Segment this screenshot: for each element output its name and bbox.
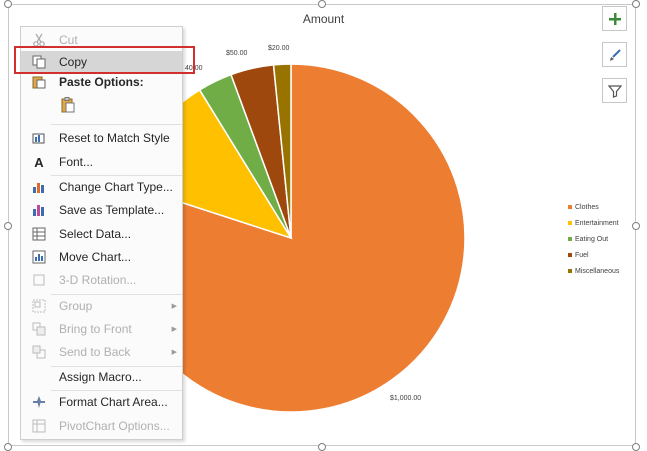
resize-handle-middle-right[interactable] [632,222,640,230]
menu-item-select-data[interactable]: Select Data... [21,223,182,245]
menu-item-move-chart[interactable]: Move Chart... [21,246,182,268]
format-chart-area-icon [32,395,46,409]
rotation-icon [32,273,46,287]
legend-label: Fuel [575,251,589,259]
legend-item-clothes: Clothes [568,199,619,215]
legend-swatch [568,253,572,257]
menu-item-group[interactable]: Group ▶ [21,295,182,317]
reset-style-icon [32,131,46,145]
menu-item-label: Group [59,299,93,313]
menu-item-label: Cut [59,33,78,47]
clipboard-icon [61,97,75,113]
menu-separator [51,175,182,176]
chart-title[interactable]: Amount [302,12,345,26]
legend-item-miscellaneous: Miscellaneous [568,263,619,279]
menu-item-send-to-back[interactable]: Send to Back ▶ [21,341,182,363]
menu-item-3d-rotation[interactable]: 3-D Rotation... [21,269,182,291]
legend-label: Clothes [575,203,599,211]
legend-label: Miscellaneous [575,267,620,275]
resize-handle-top-center[interactable] [318,0,326,8]
legend-swatch [568,269,572,273]
menu-item-copy[interactable]: Copy [21,51,182,73]
submenu-arrow-icon: ▶ [171,303,177,310]
menu-item-font[interactable]: A Font... [21,151,182,173]
save-template-icon [32,203,46,217]
bring-to-front-icon [32,322,46,336]
pivotchart-options-icon [32,419,46,433]
menu-item-label: Format Chart Area... [59,395,168,409]
legend-swatch [568,221,572,225]
resize-handle-top-right[interactable] [632,0,640,8]
menu-item-label: Font... [59,155,94,169]
resize-handle-middle-left[interactable] [4,222,12,230]
chart-filters-button[interactable] [602,78,627,103]
menu-item-paste-options: Paste Options: [21,73,182,91]
select-data-icon [32,227,46,241]
paste-icon [32,75,46,89]
menu-item-label: Copy [59,55,88,69]
resize-handle-top-left[interactable] [4,0,12,8]
scissors-icon [32,33,46,47]
menu-item-label: Paste Options: [59,75,144,89]
copy-highlight-outline [14,46,195,74]
copy-icon [32,55,46,69]
legend-swatch [568,205,572,209]
data-label-miscellaneous: $20.00 [268,45,290,52]
legend-label: Entertainment [575,219,619,227]
menu-item-label: Reset to Match Style [59,131,170,145]
legend-label: Eating Out [575,235,609,243]
plus-icon [608,12,621,25]
menu-separator [51,366,182,367]
legend-item-fuel: Fuel [568,247,619,263]
legend-swatch [568,237,572,241]
group-icon [32,299,46,313]
context-menu: Cut Copy Paste Options: Reset to Match S… [20,26,183,440]
font-icon: A [34,154,44,170]
paste-option-button[interactable] [55,93,81,119]
legend-item-entertainment: Entertainment [568,215,619,231]
menu-item-format-chart-area[interactable]: Format Chart Area... [21,391,182,413]
chart-styles-button[interactable] [602,42,627,67]
menu-item-change-chart-type[interactable]: Change Chart Type... [21,176,182,198]
menu-item-label: 3-D Rotation... [59,273,137,287]
brush-icon [609,48,621,61]
menu-item-label: Change Chart Type... [59,180,173,194]
menu-separator [51,124,182,125]
menu-item-label: Send to Back [59,345,131,359]
move-chart-icon [32,250,46,264]
pie-slice-miscellaneous[interactable] [272,63,292,239]
chart-type-icon [32,180,46,194]
chart-legend[interactable]: Clothes Entertainment Eating Out Fuel Mi… [568,199,619,279]
data-label-fuel: $50.00 [226,50,248,57]
menu-item-bring-to-front[interactable]: Bring to Front ▶ [21,318,182,340]
menu-item-label: PivotChart Options... [59,419,170,433]
menu-separator [51,390,182,391]
menu-item-pivotchart-options[interactable]: PivotChart Options... [21,415,182,437]
menu-item-label: Bring to Front [59,322,132,336]
menu-item-label: Save as Template... [59,203,165,217]
legend-item-eating-out: Eating Out [568,231,619,247]
chart-elements-button[interactable] [602,6,627,31]
menu-item-save-as-template[interactable]: Save as Template... [21,199,182,221]
submenu-arrow-icon: ▶ [171,326,177,333]
menu-separator [51,294,182,295]
filter-icon [607,84,622,98]
data-label-clothes: $1,000.00 [390,395,422,402]
menu-item-label: Assign Macro... [59,370,142,384]
submenu-arrow-icon: ▶ [171,349,177,356]
menu-item-assign-macro[interactable]: Assign Macro... [21,366,182,388]
send-to-back-icon [32,345,46,359]
menu-item-label: Select Data... [59,227,132,241]
menu-item-label: Move Chart... [59,250,132,264]
menu-item-reset-style[interactable]: Reset to Match Style [21,127,182,149]
